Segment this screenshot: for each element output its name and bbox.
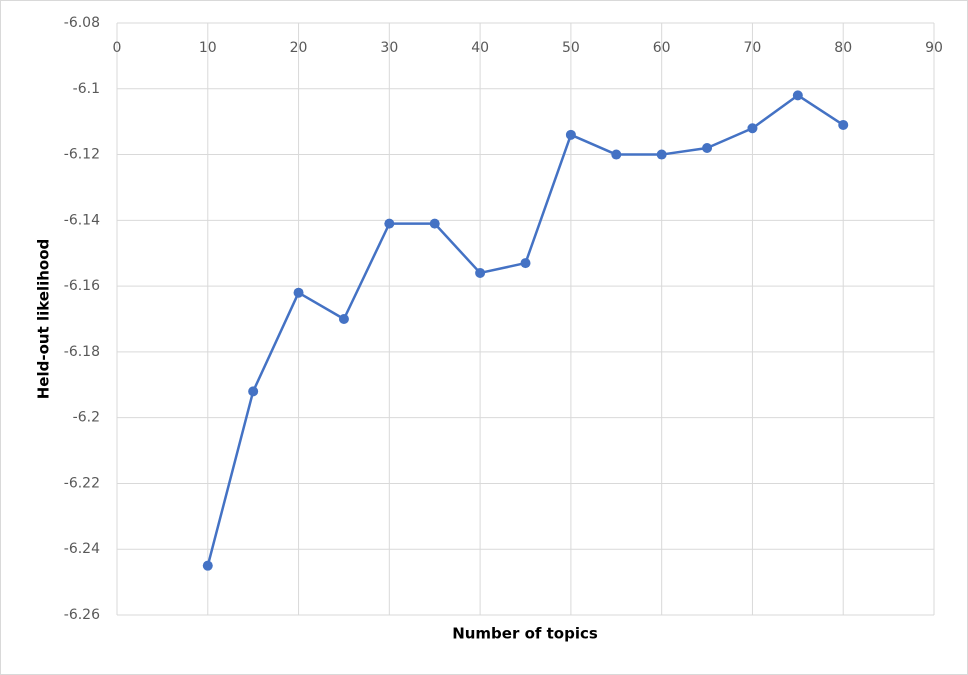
data-point xyxy=(248,386,259,397)
x-tick-label: 90 xyxy=(925,40,943,56)
data-point xyxy=(293,287,304,298)
data-point xyxy=(611,149,622,160)
y-tick-label: -6.26 xyxy=(64,607,100,623)
y-tick-label: -6.2 xyxy=(73,410,100,426)
y-tick-label: -6.22 xyxy=(64,475,100,491)
x-tick-label: 30 xyxy=(380,40,398,56)
y-tick-label: -6.14 xyxy=(64,212,100,228)
x-tick-label: 70 xyxy=(744,40,762,56)
data-point xyxy=(838,119,849,130)
data-point xyxy=(656,149,667,160)
data-point xyxy=(565,129,576,140)
data-point xyxy=(338,314,349,324)
data-point xyxy=(792,90,803,101)
data-point xyxy=(747,123,758,134)
x-tick-label: 60 xyxy=(653,40,671,56)
y-tick-label: -6.12 xyxy=(64,147,100,163)
data-point xyxy=(475,267,486,278)
y-tick-label: -6.1 xyxy=(73,81,100,97)
x-tick-label: 0 xyxy=(113,40,122,56)
data-point xyxy=(702,142,713,153)
x-tick-label: 50 xyxy=(562,40,580,56)
x-tick-label: 20 xyxy=(290,40,308,56)
data-point xyxy=(429,218,440,229)
x-tick-label: 80 xyxy=(834,40,852,56)
y-axis-title: Held-out likelihood xyxy=(35,239,53,400)
x-axis-title: Number of topics xyxy=(452,625,598,643)
data-point xyxy=(384,218,395,229)
data-point xyxy=(202,560,213,571)
y-tick-label: -6.24 xyxy=(64,541,100,557)
data-point xyxy=(520,258,531,269)
y-tick-label: -6.16 xyxy=(64,278,100,294)
x-tick-label: 10 xyxy=(199,40,217,56)
x-tick-label: 40 xyxy=(471,40,489,56)
y-tick-label: -6.08 xyxy=(64,15,100,31)
y-tick-label: -6.18 xyxy=(64,344,100,360)
